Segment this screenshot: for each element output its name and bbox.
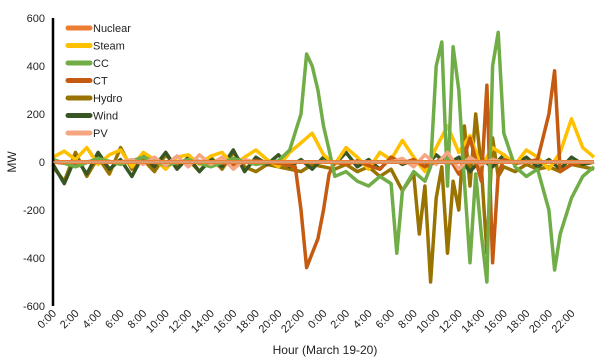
- x-axis-title: Hour (March 19-20): [273, 343, 378, 357]
- x-tick-label: 22:00: [279, 308, 307, 336]
- legend-label-wind: Wind: [93, 111, 118, 123]
- series-line-steam: [52, 117, 596, 174]
- x-tick-label: 18:00: [234, 308, 262, 336]
- x-tick-label: 0:00: [306, 308, 330, 332]
- x-tick-label: 20:00: [257, 308, 285, 336]
- x-tick-labels: 0:002:004:006:008:0010:0012:0014:0016:00…: [35, 308, 577, 336]
- x-tick-label: 10:00: [414, 308, 442, 336]
- x-tick-label: 6:00: [103, 308, 127, 332]
- y-tick-labels: -600 -400 -200 0 200 400 600: [23, 13, 45, 313]
- y-tick-label: 400: [27, 61, 45, 73]
- legend-label-cc: CC: [93, 58, 109, 70]
- x-tick-label: 20:00: [527, 308, 555, 336]
- legend: Nuclear Steam CC CT Hydro Wind PV: [65, 23, 131, 140]
- x-tick-label: 12:00: [166, 308, 194, 336]
- y-tick-label: 600: [27, 13, 45, 25]
- x-tick-label: 16:00: [212, 308, 240, 336]
- x-tick-label: 4:00: [81, 308, 105, 332]
- legend-label-steam: Steam: [93, 41, 125, 53]
- y-tick-label: 200: [27, 109, 45, 121]
- plot-area: [51, 18, 596, 306]
- legend-label-pv: PV: [93, 128, 108, 140]
- y-axis-title: MW: [5, 151, 19, 173]
- legend-label-ct: CT: [93, 76, 108, 88]
- y-tick-label: 0: [39, 157, 45, 169]
- x-tick-label: 16:00: [482, 308, 510, 336]
- legend-label-hydro: Hydro: [93, 93, 122, 105]
- x-tick-label: 4:00: [351, 308, 375, 332]
- series-line-hydro: [51, 112, 595, 284]
- x-tick-label: 18:00: [505, 308, 533, 336]
- x-tick-label: 12:00: [437, 308, 465, 336]
- x-tick-label: 14:00: [189, 308, 217, 336]
- legend-label-nuclear: Nuclear: [93, 23, 131, 35]
- y-tick-label: -400: [23, 253, 45, 265]
- x-tick-label: 10:00: [144, 308, 172, 336]
- y-tick-label: -600: [23, 301, 45, 313]
- x-tick-label: 6:00: [374, 308, 398, 332]
- series-layer: [51, 30, 596, 284]
- x-tick-label: 2:00: [58, 308, 82, 332]
- x-tick-label: 2:00: [329, 308, 353, 332]
- y-tick-label: -200: [23, 205, 45, 217]
- x-tick-label: 14:00: [459, 308, 487, 336]
- x-tick-label: 22:00: [550, 308, 578, 336]
